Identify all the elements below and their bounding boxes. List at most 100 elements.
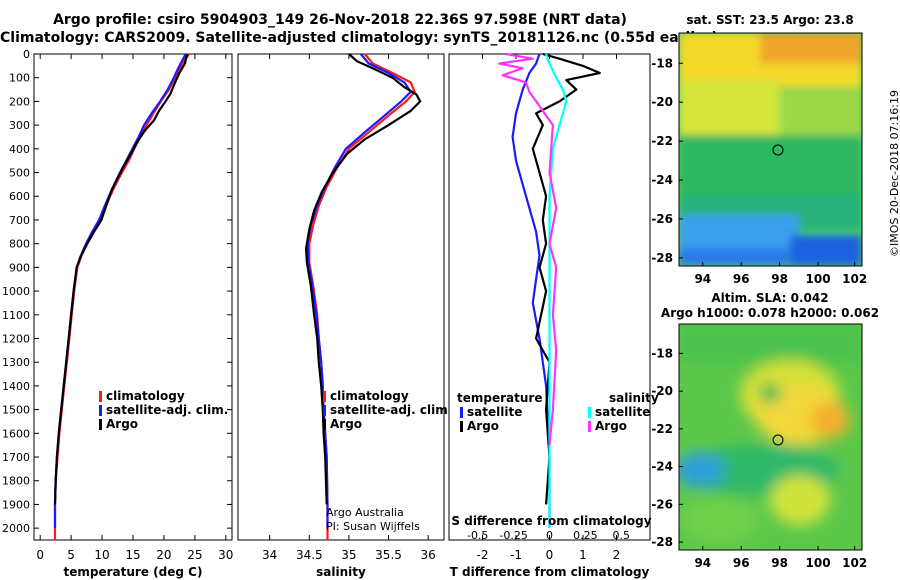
imos-credit: ©IMOS 20-Dec-2018 07:16:19 (888, 90, 900, 257)
sst-y-tick-label: -28 (651, 251, 673, 265)
legend-label: satellite (595, 405, 650, 419)
y-tick-label: 1400 (2, 380, 30, 393)
sst-axes: 94 96 98 100 102 -18 -20 -22 -24 -26 -28 (651, 56, 867, 286)
x-tick-label: 0 (36, 548, 44, 562)
y-tick-label: 1000 (2, 285, 30, 298)
legend-label: Argo (467, 419, 499, 433)
x-tick-label: 34 (262, 548, 277, 562)
sla-y-tick-label: -28 (651, 535, 673, 549)
legend-swatch (323, 405, 326, 416)
series-t-argo (531, 52, 601, 505)
sla-x-tick-label: 100 (806, 556, 831, 570)
series-argo (305, 53, 422, 505)
sst-y-tick-label: -18 (651, 56, 673, 70)
annotation-text: PI: Susan Wijffels (326, 520, 420, 533)
y-tick-label: 1700 (2, 451, 30, 464)
plot-frame (33, 53, 233, 541)
x2-tick-label: 0.25 (573, 529, 598, 542)
title-line2: Climatology: CARS2009. Satellite-adjuste… (0, 30, 718, 46)
sla-argo-marker (772, 434, 784, 446)
legend-title-salinity: salinity (609, 391, 659, 405)
y-tick-label: 500 (9, 167, 30, 180)
y-tick-label: 700 (9, 214, 30, 227)
sla-y-tick-label: -26 (651, 497, 673, 511)
x-tick-label: 0 (546, 548, 554, 562)
legend-label: Argo (106, 417, 138, 431)
sla-x-tick-label: 96 (733, 556, 750, 570)
y-tick-label: 900 (9, 261, 30, 274)
sst-map (678, 32, 863, 267)
x-tick-label: 5 (67, 548, 75, 562)
sst-y-tick-label: -20 (651, 95, 673, 109)
sst-y-tick-label: -22 (651, 134, 673, 148)
legend-label: climatology (106, 389, 185, 403)
x-tick-label: 25 (187, 548, 202, 562)
legend-swatch (323, 391, 326, 402)
sst-argo-marker (772, 144, 784, 156)
y-tick-label: 1600 (2, 427, 30, 440)
sla-y-tick-label: -22 (651, 422, 673, 436)
legend-swatch (588, 421, 591, 432)
x-tick-label: 34.5 (296, 548, 323, 562)
sst-x-tick-label: 100 (806, 272, 831, 286)
sla-y-tick-label: -24 (651, 460, 673, 474)
x-tick-label: 35 (341, 548, 356, 562)
y-tick-label: 1800 (2, 475, 30, 488)
y-tick-label: 1100 (2, 309, 30, 322)
x-tick-label: 20 (156, 548, 171, 562)
legend-title-temperature: temperature (457, 391, 542, 405)
legend-swatch (460, 407, 463, 418)
plot-frame (237, 53, 445, 541)
x-axis-label: temperature (deg C) (64, 565, 203, 579)
sla-map (678, 323, 863, 551)
legend-swatch (588, 407, 591, 418)
sst-y-tick-label: -24 (651, 173, 673, 187)
sst-x-tick-label: 102 (842, 272, 867, 286)
y-tick-label: 1900 (2, 498, 30, 511)
y-tick-label: 400 (9, 143, 30, 156)
y-tick-label: 1200 (2, 332, 30, 345)
x-tick-label: -1 (510, 548, 522, 562)
sst-x-tick-label: 96 (733, 272, 750, 286)
x-tick-label: 36 (421, 548, 436, 562)
series-s-satellite (545, 53, 568, 529)
sla-map-title1: Altim. SLA: 0.042 (711, 291, 828, 305)
legend-label: Argo (330, 417, 362, 431)
panel-temperature: 0100200300400500600700800900100011001200… (2, 48, 233, 579)
sst-map-title: sat. SST: 23.5 Argo: 23.8 (686, 13, 853, 27)
legend-swatch (99, 405, 102, 416)
legend-swatch (323, 419, 326, 430)
y-tick-label: 200 (9, 95, 30, 108)
x2-tick-label: 0.5 (613, 529, 631, 542)
legend-swatch (460, 421, 463, 432)
series-t-satellite (511, 53, 551, 529)
sst-x-tick-label: 94 (694, 272, 711, 286)
x-tick-label: 10 (94, 548, 109, 562)
x2-axis-label: S difference from climatology (451, 514, 651, 528)
x-tick-label: 35.5 (375, 548, 402, 562)
sla-x-tick-label: 94 (694, 556, 711, 570)
sla-y-tick-label: -18 (651, 346, 673, 360)
legend-label: climatology (330, 389, 409, 403)
y-tick-label: 300 (9, 119, 30, 132)
x-tick-label: -2 (477, 548, 489, 562)
y-tick-label: 800 (9, 238, 30, 251)
x-tick-label: 1 (579, 548, 587, 562)
sla-x-tick-label: 98 (771, 556, 788, 570)
y-tick-label: 0 (23, 48, 30, 61)
legend-label: satellite (467, 405, 522, 419)
sst-x-tick-label: 98 (771, 272, 788, 286)
title-line1: Argo profile: csiro 5904903_149 26-Nov-2… (53, 12, 627, 28)
legend-swatch (99, 419, 102, 430)
x-axis-label: salinity (316, 565, 366, 579)
y-tick-label: 2000 (2, 522, 30, 535)
y-tick-label: 100 (9, 72, 30, 85)
sla-map-title2: Argo h1000: 0.078 h2000: 0.062 (661, 306, 879, 320)
legend-label: Argo (595, 419, 627, 433)
legend-label: satellite-adj. clim. (106, 403, 228, 417)
annotation-text: Argo Australia (326, 506, 404, 519)
y-tick-label: 1500 (2, 404, 30, 417)
x2-tick-label: -0.5 (467, 529, 488, 542)
y-tick-label: 1300 (2, 356, 30, 369)
sla-x-tick-label: 102 (842, 556, 867, 570)
